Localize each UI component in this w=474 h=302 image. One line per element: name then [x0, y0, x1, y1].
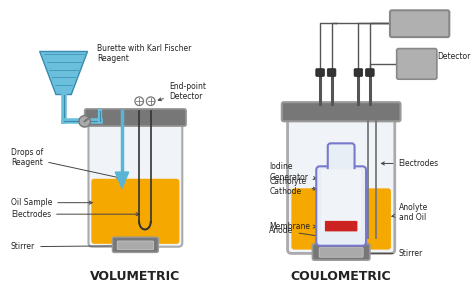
FancyBboxPatch shape [91, 179, 179, 244]
FancyBboxPatch shape [316, 166, 366, 246]
Ellipse shape [120, 176, 124, 182]
Text: Drops of
Reagent: Drops of Reagent [11, 148, 120, 179]
Text: Stirrer: Stirrer [11, 242, 122, 251]
FancyBboxPatch shape [397, 49, 437, 79]
FancyBboxPatch shape [390, 10, 449, 37]
Text: Anolyte
and Oil: Anolyte and Oil [392, 203, 428, 222]
Circle shape [79, 116, 91, 127]
Polygon shape [115, 172, 128, 188]
Text: CONTROL: CONTROL [395, 19, 444, 28]
FancyBboxPatch shape [282, 102, 401, 121]
FancyBboxPatch shape [327, 69, 336, 76]
FancyBboxPatch shape [319, 248, 363, 257]
FancyBboxPatch shape [292, 188, 391, 249]
Text: Electrodes: Electrodes [11, 210, 139, 219]
FancyBboxPatch shape [288, 112, 395, 253]
Polygon shape [40, 51, 88, 95]
Text: COULOMETRIC: COULOMETRIC [291, 270, 392, 283]
FancyBboxPatch shape [325, 221, 357, 231]
FancyBboxPatch shape [365, 69, 374, 76]
Text: Oil Sample: Oil Sample [11, 198, 92, 207]
Text: VOLUMETRIC: VOLUMETRIC [90, 270, 181, 283]
FancyBboxPatch shape [89, 115, 182, 247]
Text: End-point
Detector: End-point Detector [158, 82, 206, 101]
FancyBboxPatch shape [316, 69, 324, 76]
Text: Burette with Karl Fischer
Reagent: Burette with Karl Fischer Reagent [97, 44, 191, 63]
FancyBboxPatch shape [328, 143, 355, 178]
FancyBboxPatch shape [85, 109, 186, 126]
FancyBboxPatch shape [117, 241, 154, 249]
Text: Iodine
Generator: Iodine Generator [269, 162, 316, 182]
Text: Stirrer: Stirrer [364, 249, 423, 258]
FancyBboxPatch shape [112, 237, 158, 252]
FancyBboxPatch shape [321, 169, 361, 230]
Text: Detector: Detector [402, 52, 470, 64]
FancyBboxPatch shape [354, 69, 363, 76]
Text: Electrodes: Electrodes [382, 159, 439, 168]
Text: Membrane: Membrane [269, 222, 316, 231]
Text: Anode: Anode [269, 226, 328, 239]
Text: Catholyte
Cathode: Catholyte Cathode [269, 177, 316, 196]
FancyBboxPatch shape [312, 244, 370, 260]
